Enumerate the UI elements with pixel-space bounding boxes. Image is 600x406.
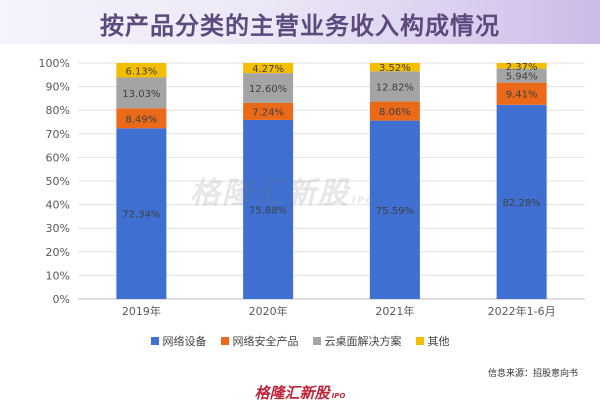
data-label: 13.03%	[122, 89, 160, 100]
data-label: 8.49%	[125, 114, 157, 125]
x-tick-label: 2020年	[249, 304, 288, 318]
legend-label-network-equipment: 网络设备	[162, 335, 207, 348]
y-tick-label: 60%	[46, 151, 70, 164]
legend-swatch-other	[415, 337, 424, 345]
watermark-text: 格隆汇新股	[190, 176, 350, 211]
y-tick-label: 100%	[39, 57, 70, 70]
legend-swatch-cloud-desktop	[312, 337, 321, 345]
legend-label-security-products: 网络安全产品	[232, 335, 299, 348]
bar-segment	[116, 128, 167, 299]
legend-label-other: 其他	[427, 335, 450, 348]
chart-title: 按产品分类的主营业务收入构成情况	[100, 12, 500, 40]
x-tick-label: 2021年	[375, 304, 414, 318]
y-tick-label: 40%	[46, 199, 70, 212]
y-tick-label: 20%	[46, 246, 70, 259]
legend-item-cloud-desktop: 云桌面解决方案	[312, 333, 402, 349]
data-label: 6.13%	[125, 66, 157, 77]
data-label: 12.82%	[376, 82, 414, 93]
bar-segment	[496, 104, 547, 299]
y-tick-label: 0%	[53, 293, 70, 306]
footer-logo: 格隆汇新股 IPO	[0, 382, 600, 403]
data-label: 4.27%	[252, 64, 284, 75]
bar-segment	[243, 63, 294, 74]
footer-logo-text: 格隆汇新股	[254, 384, 330, 402]
data-label: 75.59%	[376, 206, 414, 217]
data-label: 7.24%	[252, 107, 284, 118]
data-label: 75.88%	[249, 205, 287, 216]
legend: 网络设备 网络安全产品 云桌面解决方案 其他	[0, 333, 600, 349]
watermark: 格隆汇新股 IPO	[190, 168, 376, 212]
bar-segment	[243, 119, 294, 299]
legend-swatch-security-products	[220, 337, 229, 345]
y-tick-label: 80%	[46, 104, 70, 117]
x-tick-label: 2022年1-6月	[488, 304, 556, 318]
data-label: 2.37%	[506, 62, 538, 73]
bar-segment	[116, 108, 167, 129]
data-label: 3.52%	[379, 63, 411, 74]
legend-item-other: 其他	[415, 333, 450, 349]
stacked-bar-chart: 0% 10% 20% 30% 40% 50% 60% 70% 80% 90% 100% 72.34% 8…	[39, 57, 585, 318]
y-tick-label: 50%	[46, 175, 70, 188]
bar-segment	[369, 120, 420, 299]
data-label: 8.06%	[379, 107, 411, 118]
data-label: 5.94%	[506, 72, 538, 83]
y-tick-label: 70%	[46, 128, 70, 141]
legend-item-network-equipment: 网络设备	[150, 333, 207, 349]
legend-item-security-products: 网络安全产品	[220, 333, 299, 349]
bar-segment	[496, 63, 547, 69]
bar-segment	[243, 73, 294, 103]
y-tick-label: 90%	[46, 81, 70, 94]
source-note: 信息来源：招股意向书	[487, 369, 578, 379]
data-label: 12.60%	[249, 84, 287, 95]
legend-label-cloud-desktop: 云桌面解决方案	[324, 335, 402, 348]
bar-segment	[116, 63, 167, 78]
bar-segment	[116, 77, 167, 109]
bar-segment	[369, 101, 420, 121]
bar-segment	[369, 71, 420, 102]
title-banner	[0, 0, 600, 44]
y-tick-label: 30%	[46, 222, 70, 235]
bar-segment	[496, 82, 547, 105]
bar-segment	[496, 68, 547, 83]
data-label: 9.41%	[506, 90, 538, 101]
x-tick-label: 2019年	[122, 304, 161, 318]
bar-segment	[369, 63, 420, 72]
data-label: 82.28%	[503, 198, 541, 209]
bar-segment	[243, 102, 294, 120]
watermark-sub: IPO	[352, 196, 376, 206]
legend-swatch-network-equipment	[150, 337, 159, 345]
data-label: 72.34%	[122, 210, 160, 221]
footer-logo-sub: IPO	[331, 392, 346, 400]
y-tick-label: 10%	[46, 269, 70, 282]
